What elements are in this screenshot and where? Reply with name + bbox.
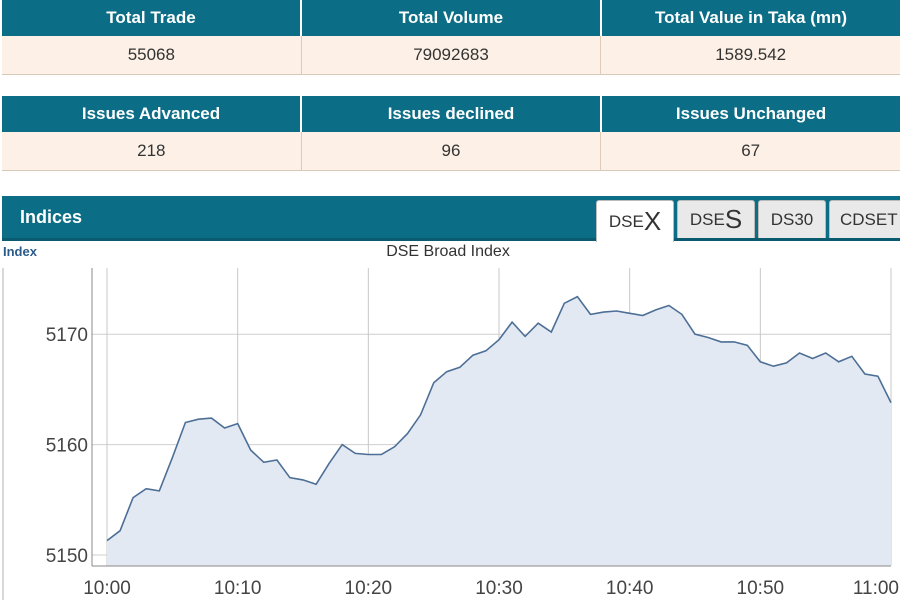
issues-declined-header: Issues declined (302, 96, 602, 132)
chart-ticks: 5150 5160 5170 10:00 10:10 10:20 10:30 10:40 10:… (46, 325, 899, 599)
x-tick-label: 10:30 (475, 578, 523, 599)
x-tick-label: 11:00 (853, 578, 899, 599)
tab-cdset-label: CDSET (840, 209, 898, 229)
chart-svg: Index DSE Broad Index 5150 5160 5170 10:00 1… (2, 243, 899, 600)
issues-advanced-value: 218 (2, 132, 302, 170)
chart-title: DSE Broad Index (386, 243, 510, 260)
x-tick-label: 10:00 (83, 578, 131, 599)
issues-advanced-header: Issues Advanced (2, 96, 302, 132)
x-tick-label: 10:10 (214, 578, 262, 599)
total-value-value: 1589.542 (715, 45, 787, 64)
total-value-header: Total Value in Taka (mn) (654, 8, 848, 27)
tab-dses-suffix: S (724, 204, 743, 234)
total-trade-header: Total Trade (2, 0, 302, 36)
tab-dsex-prefix: DSE (608, 211, 644, 231)
index-line (106, 295, 892, 542)
issues-unchanged-value: 67 (741, 141, 761, 160)
chart-area-fill (106, 295, 892, 566)
issues-declined-value: 96 (302, 132, 602, 170)
y-tick-label: 5170 (46, 325, 88, 346)
tab-dses-prefix: DSE (689, 209, 725, 229)
total-trade-value: 55068 (2, 36, 302, 74)
tab-ds30-label: DS30 (770, 209, 814, 229)
total-volume-value: 79092683 (302, 36, 602, 74)
tab-dsex[interactable]: DSE X (596, 200, 674, 242)
issues-summary-header: Issues Advanced Issues declined Issues U… (2, 96, 900, 132)
issues-unchanged-header: Issues Unchanged (675, 104, 827, 123)
y-axis-label: Index (3, 244, 38, 259)
indices-title: Indices (20, 207, 83, 227)
total-volume-header: Total Volume (302, 0, 602, 36)
market-summary-values: 55068 79092683 1589.542 (2, 36, 900, 75)
y-tick-label: 5150 (46, 546, 88, 567)
x-tick-label: 10:20 (345, 578, 393, 599)
y-tick-label: 5160 (46, 436, 88, 457)
x-tick-label: 10:40 (606, 578, 654, 599)
market-summary-table: Total Trade Total Volume Total Value in … (2, 0, 900, 75)
index-area (107, 296, 891, 566)
x-tick-label: 10:50 (737, 578, 785, 599)
tab-dsex-suffix: X (643, 206, 662, 236)
dse-index-chart: Index DSE Broad Index 5150 5160 5170 10:00 1… (0, 242, 900, 600)
tab-dses[interactable]: DSE S (677, 200, 755, 238)
tab-ds30[interactable]: DS30 (758, 200, 826, 238)
chart-frame (2, 268, 891, 600)
issues-summary-table: Issues Advanced Issues declined Issues U… (2, 96, 900, 171)
market-summary-header: Total Trade Total Volume Total Value in … (2, 0, 900, 36)
issues-summary-values: 218 96 67 (2, 132, 900, 171)
tab-cdset[interactable]: CDSET (829, 200, 900, 238)
